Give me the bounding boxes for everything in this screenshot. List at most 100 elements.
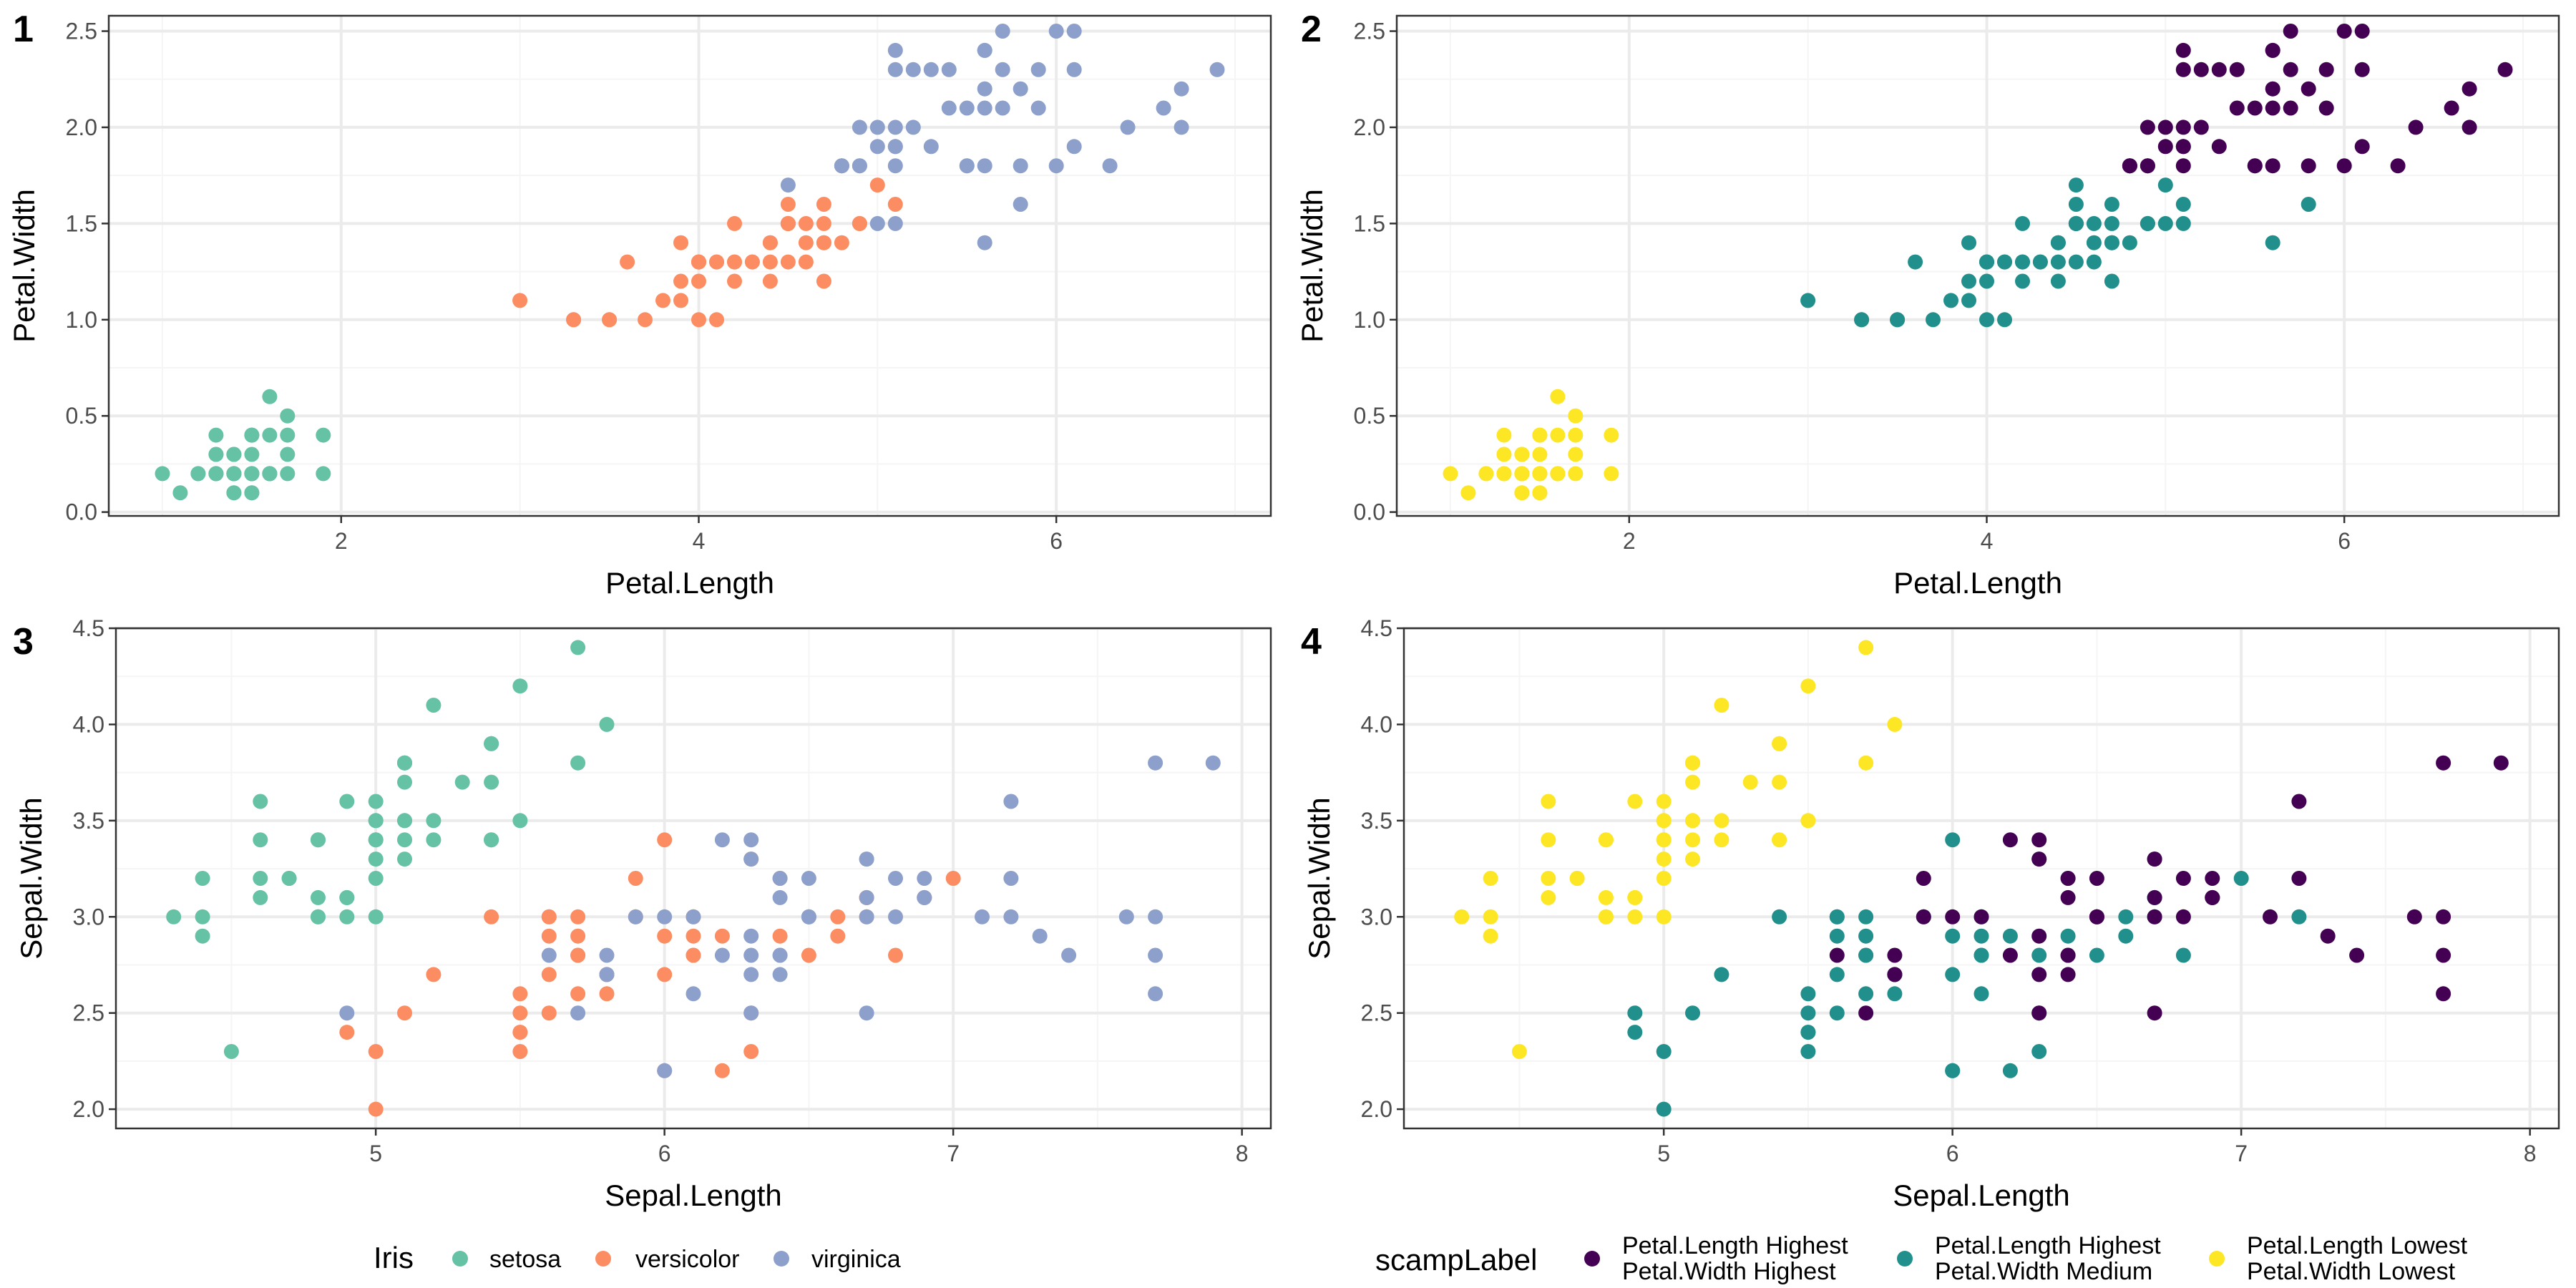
point-versicolor: [762, 254, 778, 270]
point-scamp-high: [2211, 62, 2227, 77]
point-scamp-medium: [1656, 1044, 1672, 1059]
point-scamp-high: [2175, 158, 2191, 174]
y-tick-label: 4.0: [73, 711, 104, 737]
point-versicolor: [798, 235, 814, 250]
point-scamp-high: [2408, 119, 2424, 135]
point-scamp-low: [1550, 427, 1566, 443]
y-tick-label: 0.5: [66, 403, 97, 429]
point-versicolor: [599, 986, 615, 1002]
point-scamp-high: [2462, 81, 2477, 97]
point-setosa: [397, 755, 412, 771]
point-scamp-low: [1656, 852, 1672, 867]
point-setosa: [253, 889, 268, 905]
y-tick-label: 3.5: [1361, 808, 1392, 834]
point-setosa: [208, 447, 224, 462]
point-versicolor: [638, 312, 653, 328]
point-virginica: [1013, 158, 1028, 174]
point-scamp-medium: [1800, 293, 1816, 308]
point-setosa: [570, 755, 586, 771]
point-setosa: [280, 427, 296, 443]
point-virginica: [975, 909, 990, 924]
point-setosa: [512, 678, 528, 694]
point-setosa: [226, 466, 242, 482]
point-setosa: [397, 832, 412, 848]
point-scamp-low: [1858, 755, 1874, 771]
point-scamp-high: [2031, 967, 2047, 982]
point-scamp-medium: [1961, 235, 1976, 250]
point-scamp-medium: [1829, 967, 1845, 982]
point-versicolor: [830, 928, 846, 944]
legend-label-scamp-low-line1: Petal.Length Lowest: [2247, 1232, 2468, 1259]
point-scamp-low: [1685, 774, 1700, 790]
point-setosa: [311, 889, 326, 905]
point-virginica: [714, 947, 730, 963]
point-versicolor: [512, 1005, 528, 1021]
point-versicolor: [945, 871, 961, 886]
point-virginica: [1148, 986, 1163, 1002]
point-virginica: [859, 1005, 874, 1021]
point-virginica: [599, 947, 615, 963]
point-virginica: [801, 909, 816, 924]
point-scamp-low: [1541, 794, 1556, 809]
point-versicolor: [686, 928, 701, 944]
point-virginica: [541, 947, 557, 963]
point-virginica: [995, 100, 1010, 116]
point-virginica: [869, 119, 885, 135]
point-versicolor: [691, 254, 706, 270]
point-versicolor: [657, 832, 673, 848]
point-versicolor: [602, 312, 618, 328]
point-virginica: [869, 139, 885, 155]
point-setosa: [311, 909, 326, 924]
point-scamp-medium: [2104, 197, 2119, 212]
point-scamp-low: [1514, 466, 1530, 482]
point-scamp-medium: [1887, 986, 1903, 1002]
point-virginica: [743, 967, 759, 982]
point-virginica: [714, 832, 730, 848]
point-scamp-high: [2265, 42, 2280, 58]
point-setosa: [262, 427, 278, 443]
point-scamp-high: [2157, 119, 2173, 135]
point-scamp-high: [2140, 158, 2155, 174]
point-scamp-high: [2247, 100, 2263, 116]
point-versicolor: [657, 928, 673, 944]
point-versicolor: [869, 177, 885, 193]
point-setosa: [226, 447, 242, 462]
point-scamp-high: [2175, 871, 2191, 886]
y-tick-label: 4.0: [1361, 711, 1392, 737]
point-setosa: [155, 466, 170, 482]
point-virginica: [977, 158, 992, 174]
point-scamp-low: [1443, 466, 1458, 482]
point-scamp-low: [1541, 832, 1556, 848]
point-virginica: [859, 909, 874, 924]
point-scamp-low: [1656, 871, 1672, 886]
point-setosa: [368, 852, 384, 867]
panel-border: [1395, 14, 2560, 517]
point-versicolor: [541, 967, 557, 982]
point-versicolor: [709, 254, 724, 270]
point-scamp-high: [2406, 909, 2422, 924]
point-virginica: [905, 62, 921, 77]
point-scamp-medium: [1714, 967, 1729, 982]
point-versicolor: [772, 928, 788, 944]
point-scamp-medium: [1974, 986, 1989, 1002]
point-setosa: [280, 466, 296, 482]
point-setosa: [244, 466, 260, 482]
panel-3: 5 6 7 8 2.0 2.5 3.0 3.5 4.0 4.5 Sepal.Length Sepal.…: [13, 615, 1272, 1212]
point-scamp-low: [1598, 909, 1614, 924]
point-scamp-medium: [1979, 273, 1994, 289]
point-scamp-low: [1772, 832, 1787, 848]
point-versicolor: [762, 273, 778, 289]
point-setosa: [195, 928, 210, 944]
point-versicolor: [368, 1044, 384, 1059]
point-setosa: [253, 832, 268, 848]
point-versicolor: [541, 909, 557, 924]
point-virginica: [1156, 100, 1171, 116]
point-scamp-medium: [2233, 871, 2249, 886]
point-virginica: [1048, 158, 1064, 174]
plot-background: [116, 628, 1271, 1128]
point-scamp-high: [1887, 967, 1903, 982]
point-scamp-high: [2497, 62, 2513, 77]
point-versicolor: [673, 273, 688, 289]
point-scamp-high: [1916, 909, 1931, 924]
point-scamp-medium: [1627, 1005, 1643, 1021]
